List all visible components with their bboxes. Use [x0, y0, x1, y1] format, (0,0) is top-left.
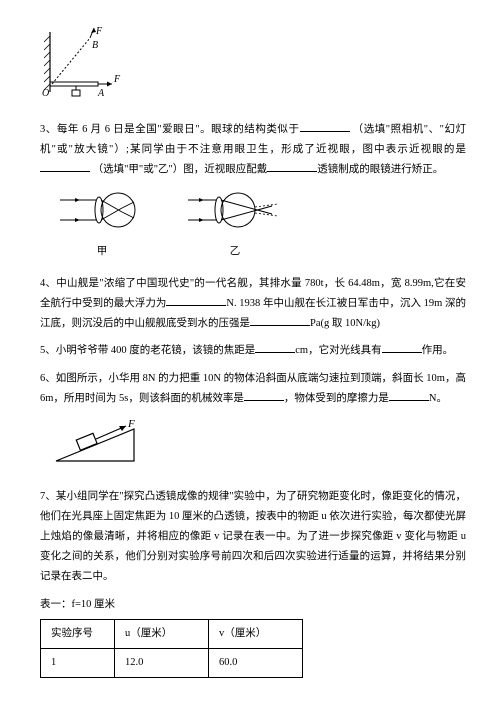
- blank: [244, 390, 284, 401]
- incline-F-label: F: [127, 418, 135, 430]
- experiment-table: 实验序号 u（厘米） v（厘米） 1 12.0 60.0: [40, 619, 303, 678]
- col-header: v（厘米）: [209, 619, 303, 648]
- q3-text-a: 3、每年 6 月 6 日是全国"爱眼日"。眼球的结构类似于: [40, 124, 300, 135]
- q7-text: 7、某小组同学在"探究凸透镜成像的规律"实验中，为了研究物距变化时，像距变化的情…: [40, 491, 466, 582]
- label-B: B: [92, 40, 98, 51]
- blank: [382, 342, 422, 353]
- question-5: 5、小明爷爷带 400 度的老花镜，该镜的焦距是 cm，它对光线具有 作用。: [40, 341, 466, 361]
- blank: [267, 161, 317, 172]
- q5-text-a: 5、小明爷爷带 400 度的老花镜，该镜的焦距是: [40, 345, 255, 356]
- cell: 60.0: [209, 648, 303, 677]
- q5-text-b: cm，它对光线具有: [295, 345, 381, 356]
- label-F-right: F: [113, 74, 121, 85]
- blank: [389, 390, 429, 401]
- blank: [250, 315, 310, 326]
- blank: [255, 342, 295, 353]
- eye-left-caption: 甲: [58, 242, 146, 262]
- lever-diagram: F B O A F: [40, 24, 466, 110]
- q3-text-c: （选填"甲"或"乙"）图，近视眼应配戴: [93, 164, 268, 175]
- blank: [166, 295, 226, 306]
- cell: 12.0: [115, 648, 209, 677]
- label-O: O: [42, 88, 49, 99]
- q6-text-c: N。: [429, 393, 447, 404]
- label-F-top: F: [95, 26, 103, 37]
- question-3: 3、每年 6 月 6 日是全国"爱眼日"。眼球的结构类似于 （选填"照相机"、"…: [40, 120, 466, 180]
- q5-text-c: 作用。: [422, 345, 454, 356]
- col-header: u（厘米）: [115, 619, 209, 648]
- incline-diagram: F: [48, 417, 466, 475]
- eye-right-caption: 乙: [186, 242, 284, 262]
- eye-right: 乙: [186, 190, 284, 262]
- label-A: A: [97, 88, 105, 99]
- q6-text-b: ，物体受到的摩擦力是: [284, 393, 389, 404]
- col-header: 实验序号: [41, 619, 115, 648]
- question-6: 6、如图所示，小华用 8N 的力把重 10N 的物体沿斜面从底端匀速拉到顶端，斜…: [40, 369, 466, 409]
- eye-left: 甲: [58, 190, 146, 262]
- table-caption: 表一：f=10 厘米: [40, 595, 466, 615]
- q4-text-c: Pa(g 取 10N/kg): [310, 318, 380, 329]
- q3-text-d: 透镜制成的眼镜进行矫正。: [317, 164, 443, 175]
- question-7: 7、某小组同学在"探究凸透镜成像的规律"实验中，为了研究物距变化时，像距变化的情…: [40, 487, 466, 587]
- cell: 1: [41, 648, 115, 677]
- blank: [40, 161, 90, 172]
- blank: [300, 121, 350, 132]
- table-header-row: 实验序号 u（厘米） v（厘米）: [41, 619, 303, 648]
- table-row: 1 12.0 60.0: [41, 648, 303, 677]
- eye-diagram-group: 甲 乙: [58, 190, 466, 262]
- question-4: 4、中山舰是"浓缩了中国现代史"的一代名舰，其排水量 780t，长 64.48m…: [40, 274, 466, 334]
